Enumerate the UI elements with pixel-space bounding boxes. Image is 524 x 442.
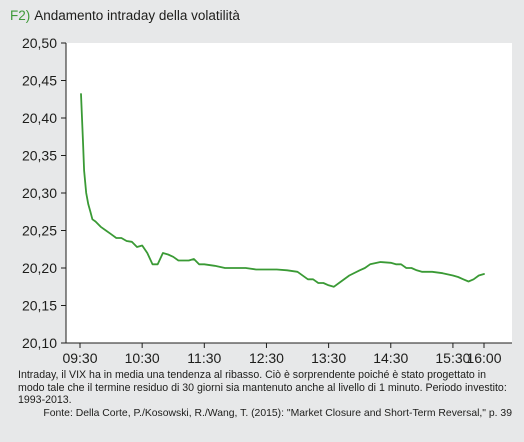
y-tick-label: 20,15 [22, 298, 57, 314]
x-tick-label: 09:30 [62, 350, 97, 366]
figure-label: F2) [10, 8, 31, 23]
chart-source: Fonte: Della Corte, P./Kosowski, R./Wang… [43, 408, 512, 419]
y-tick-label: 20,40 [22, 110, 57, 126]
chart-title: F2) Andamento intraday della volatilità [10, 8, 240, 23]
y-tick-label: 20,50 [22, 35, 57, 51]
figure-title: Andamento intraday della volatilità [34, 8, 240, 23]
x-tick-label: 11:30 [187, 350, 221, 366]
y-tick-label: 20,20 [22, 260, 57, 276]
y-tick-label: 20,10 [22, 335, 57, 351]
x-tick-label: 12:30 [249, 350, 284, 366]
y-tick-label: 20,30 [22, 185, 57, 201]
series-line [80, 93, 485, 288]
y-tick-label: 20,35 [22, 148, 57, 164]
x-tick-label: 10:30 [125, 350, 160, 366]
y-tick-label: 20,25 [22, 223, 57, 239]
chart-note: Intraday, il VIX ha in media una tendenz… [18, 369, 507, 407]
x-tick-label: 14:30 [373, 350, 408, 366]
plot-background [66, 43, 512, 343]
x-tick-label: 13:30 [311, 350, 346, 366]
y-tick-label: 20,45 [22, 73, 57, 89]
x-tick-label: 16:00 [466, 350, 501, 366]
x-tick-label: 15:30 [435, 350, 470, 366]
